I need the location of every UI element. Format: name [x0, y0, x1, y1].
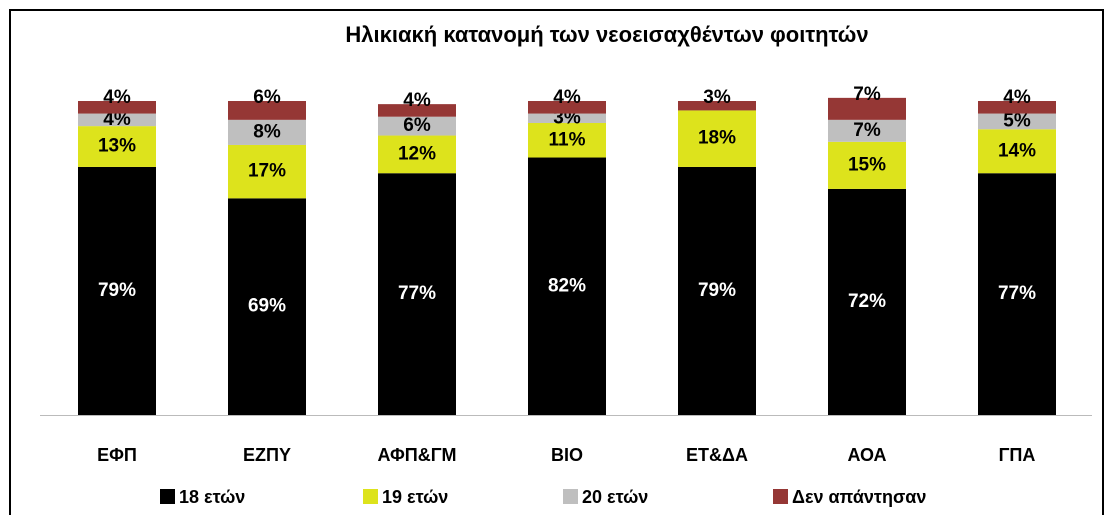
legend-swatch [563, 489, 578, 504]
x-tick-label: ΕΦΠ [97, 445, 137, 465]
data-label: 79% [698, 280, 736, 301]
bar-segment [678, 110, 756, 167]
bar-segment [78, 101, 156, 114]
x-tick-label: ΑΦΠ&ΓΜ [377, 445, 456, 465]
bar-segment [528, 113, 606, 123]
bar-segment [378, 116, 456, 136]
data-label: 69% [248, 296, 286, 317]
bar-segment [78, 166, 156, 415]
data-label: 17% [248, 161, 286, 182]
bar-segment [678, 101, 756, 111]
bar-segment [228, 119, 306, 145]
bar-segment [828, 188, 906, 415]
bar-segment [228, 198, 306, 415]
data-label: 5% [1003, 110, 1031, 131]
data-label: 7% [853, 84, 881, 105]
bar-segment [228, 144, 306, 199]
bar-segment [528, 122, 606, 158]
data-label: 11% [549, 129, 586, 150]
data-label: 77% [398, 283, 436, 304]
data-label: 77% [998, 283, 1036, 304]
x-tick-label: ΑΟΑ [847, 445, 886, 465]
bar-segment [978, 129, 1056, 174]
bar-segment [378, 135, 456, 174]
bar-segment [378, 173, 456, 415]
bar-segment [378, 104, 456, 117]
data-label: 8% [253, 121, 281, 142]
bar-segment [78, 113, 156, 127]
data-label: 15% [848, 154, 886, 175]
data-label: 82% [548, 275, 586, 296]
legend-label: 20 ετών [582, 487, 648, 507]
data-label: 72% [848, 291, 886, 312]
data-label: 12% [398, 143, 436, 164]
data-label: 13% [98, 136, 136, 157]
legend-swatch [773, 489, 788, 504]
bar-segment [978, 113, 1056, 130]
data-label: 79% [98, 280, 136, 301]
bar-segment [78, 126, 156, 167]
bar-segment [828, 141, 906, 189]
bar-segment [678, 166, 756, 415]
bar-segment [228, 101, 306, 120]
data-label: 4% [103, 109, 131, 130]
bar-segment [528, 157, 606, 415]
bar-segment [828, 97, 906, 120]
data-label: 4% [553, 87, 581, 108]
x-tick-label: ΕΖΠΥ [243, 445, 291, 465]
legend-swatch [363, 489, 378, 504]
data-label: 3% [703, 87, 731, 108]
x-tick-label: ΓΠΑ [999, 445, 1036, 465]
data-label: 14% [998, 140, 1036, 161]
x-tick-label: ΕΤ&ΔΑ [686, 445, 748, 465]
legend-label: 19 ετών [382, 487, 448, 507]
data-label: 18% [698, 128, 736, 149]
x-tick-label: ΒΙΟ [551, 445, 583, 465]
bar-segment [978, 101, 1056, 114]
data-label: 4% [403, 90, 431, 111]
legend-swatch [160, 489, 175, 504]
legend-label: Δεν απάντησαν [792, 487, 926, 507]
bar-segment [528, 101, 606, 114]
data-label: 4% [103, 87, 131, 108]
data-label: 6% [253, 87, 281, 108]
legend-label: 18 ετών [179, 487, 245, 507]
data-label: 6% [403, 115, 431, 136]
bar-segment [828, 119, 906, 142]
data-label: 7% [853, 120, 881, 141]
data-label: 4% [1003, 87, 1031, 108]
bar-segment [978, 173, 1056, 415]
chart-title: Ηλικιακή κατανομή των νεοεισαχθέντων φοι… [345, 22, 868, 47]
